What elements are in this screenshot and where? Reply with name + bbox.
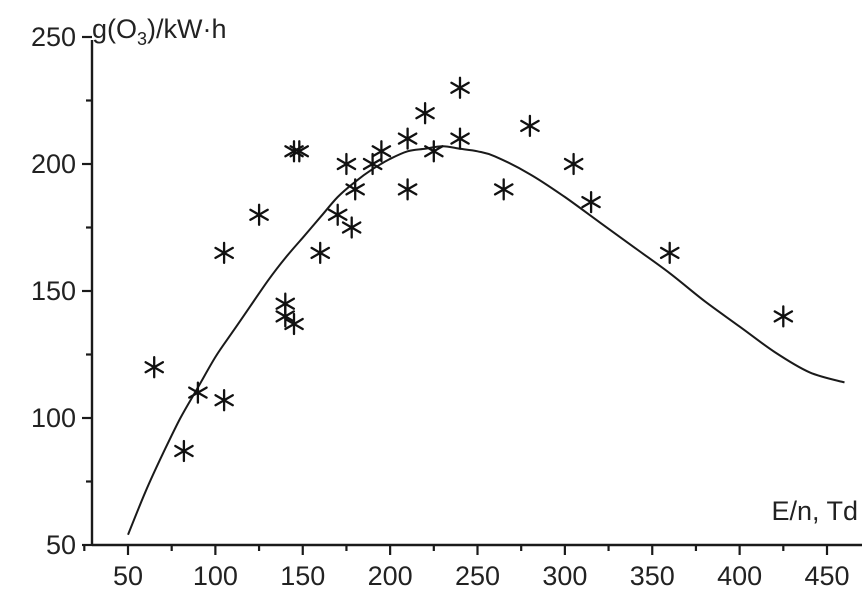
data-point [773,305,794,328]
data-point [214,241,234,265]
data-point [397,178,418,201]
data-point-stroke [450,81,470,94]
y-axis-title: g(O3)/kW·h [92,14,227,49]
data-point-stroke [581,195,601,209]
data-point [450,76,470,99]
data-point-stroke [563,157,584,171]
data-point [214,389,234,412]
data-point [659,241,680,265]
data-point-stroke [371,145,392,158]
data-point-stroke [144,361,165,374]
data-point [415,102,435,125]
data-point-stroke [341,221,362,234]
x-tick-label: 200 [368,561,413,591]
data-point [520,114,540,138]
y-tick-label: 50 [46,530,76,560]
x-tick-label: 100 [193,561,238,591]
data-point-stroke [424,145,444,158]
data-point [450,127,470,150]
data-point [327,203,348,226]
data-point [341,216,362,239]
y-tick-label: 150 [31,276,76,306]
y-tick-label: 200 [31,149,76,179]
data-point-stroke [327,208,348,221]
data-point [563,152,584,176]
data-point [289,140,310,163]
data-point-stroke [188,386,208,399]
data-point-stroke [249,208,269,221]
fit-curve [127,145,845,536]
data-point-stroke [336,157,357,171]
x-ticks: 50 100 150 200 250 300 350 400 450 [83,545,850,591]
data-point [397,127,418,150]
x-tick-label: 250 [455,561,500,591]
data-point [345,178,365,201]
data-point-stroke [345,183,365,196]
y-tick-label: 250 [31,22,76,52]
x-tick-label: 350 [630,561,675,591]
data-point-stroke [659,246,680,260]
data-point-stroke [415,107,435,120]
data-point [581,190,601,214]
data-point-stroke [493,183,514,196]
x-tick-label: 50 [113,561,143,591]
data-points [144,76,794,463]
x-tick-label: 300 [542,561,587,591]
data-point-stroke [289,145,310,158]
data-point [275,305,296,328]
data-point-stroke [275,310,296,323]
data-point-stroke [275,297,296,310]
data-point [371,140,392,163]
data-point [424,140,444,163]
data-point [174,439,194,463]
data-point [144,356,165,379]
data-point-stroke [174,444,194,458]
y-tick-label: 100 [31,403,76,433]
data-point [188,381,208,404]
data-point [249,203,269,226]
data-point-stroke [214,394,234,407]
data-point-stroke [310,246,331,260]
data-point-stroke [397,183,418,196]
axes [90,40,862,547]
data-point [310,241,331,265]
data-point-stroke [284,317,304,331]
data-point-stroke [773,310,794,323]
data-point [284,312,304,336]
x-axis-title: E/n, Td [771,496,858,526]
data-point-stroke [450,132,470,145]
data-point-stroke [397,132,418,145]
data-point [493,178,514,201]
x-tick-label: 400 [717,561,762,591]
data-point-stroke [520,119,540,133]
x-tick-label: 450 [804,561,849,591]
x-tick-label: 150 [280,561,325,591]
data-point-stroke [214,246,234,260]
data-point [336,152,357,176]
y-ticks: 50 100 150 200 250 [31,22,92,560]
data-point-stroke [362,157,383,171]
